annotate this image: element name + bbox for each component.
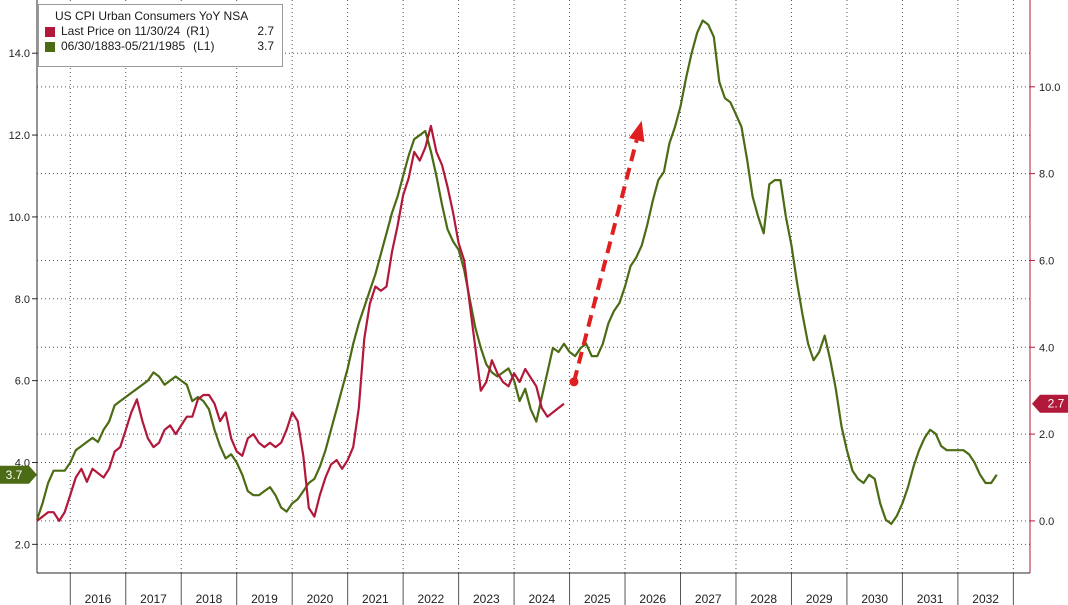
x-tick-label: 2020: [307, 592, 334, 605]
annotation-layer: [569, 120, 645, 387]
x-tick-label: 2028: [750, 592, 777, 605]
x-tick-label: 2027: [695, 592, 722, 605]
price-tag-r1-label: 2.7: [1048, 397, 1065, 411]
price-tag-layer: 2.7 3.7: [0, 394, 1068, 484]
legend-swatch-r1: [45, 26, 55, 37]
right-tick-label: 2.0: [1039, 429, 1054, 441]
legend-entry-r1: Last Price on 11/30/24 (R1) 2.7: [45, 24, 276, 39]
arrow-shaft: [572, 139, 639, 383]
x-tick-label: 2021: [362, 592, 389, 605]
right-tick-label: 8.0: [1039, 169, 1054, 181]
price-tag-l1: [0, 465, 37, 484]
legend-axis-r1: (R1): [186, 24, 210, 38]
left-tick-label: 14.0: [9, 48, 30, 60]
legend-label-r1: Last Price on 11/30/24: [61, 24, 181, 38]
legend-swatch-l1: [45, 41, 55, 52]
series-line-r1: [36, 124, 565, 522]
series-line-l1: [35, 19, 998, 525]
x-tick-label: 2026: [639, 592, 666, 605]
legend-entry-l1: 06/30/1883-05/21/1985 (L1) 3.7: [45, 39, 276, 54]
left-tick-label: 10.0: [9, 212, 30, 224]
legend-value-l1: 3.7: [257, 39, 274, 53]
x-tick-label: 2023: [473, 592, 500, 605]
x-tick-label: 2024: [528, 592, 555, 605]
x-tick-label: 2029: [806, 592, 833, 605]
left-tick-label: 2.0: [15, 539, 30, 551]
axes-layer: 2.04.06.08.010.012.014.00.02.04.06.08.01…: [9, 0, 1060, 605]
grid-layer: [37, 0, 1030, 573]
x-tick-label: 2019: [251, 592, 278, 605]
x-tick-label: 2030: [861, 592, 888, 605]
series-layer: [35, 19, 998, 525]
legend-label-l1: 06/30/1883-05/21/1985: [61, 39, 186, 53]
x-tick-label: 2025: [584, 592, 611, 605]
legend-axis-l1: (L1): [193, 39, 215, 53]
x-tick-label: 2031: [917, 592, 944, 605]
x-tick-label: 2016: [85, 592, 112, 605]
right-tick-label: 10.0: [1039, 82, 1060, 94]
x-tick-label: 2017: [140, 592, 167, 605]
right-tick-label: 4.0: [1039, 342, 1054, 354]
x-tick-label: 2022: [418, 592, 445, 605]
price-tag-l1-label: 3.7: [6, 468, 23, 482]
left-tick-label: 8.0: [15, 294, 30, 306]
chart-title: US CPI Urban Consumers YoY NSA: [55, 9, 249, 23]
arrow-head: [628, 120, 645, 143]
price-tag-r1: [1032, 394, 1068, 413]
legend-value-r1: 2.7: [257, 24, 274, 38]
x-tick-label: 2032: [972, 592, 999, 605]
chart-legend: US CPI Urban Consumers YoY NSA Last Pric…: [38, 4, 283, 67]
left-tick-label: 6.0: [15, 376, 30, 388]
right-tick-label: 0.0: [1039, 516, 1054, 528]
right-tick-label: 6.0: [1039, 255, 1054, 267]
x-tick-label: 2018: [196, 592, 223, 605]
left-tick-label: 12.0: [9, 130, 30, 142]
